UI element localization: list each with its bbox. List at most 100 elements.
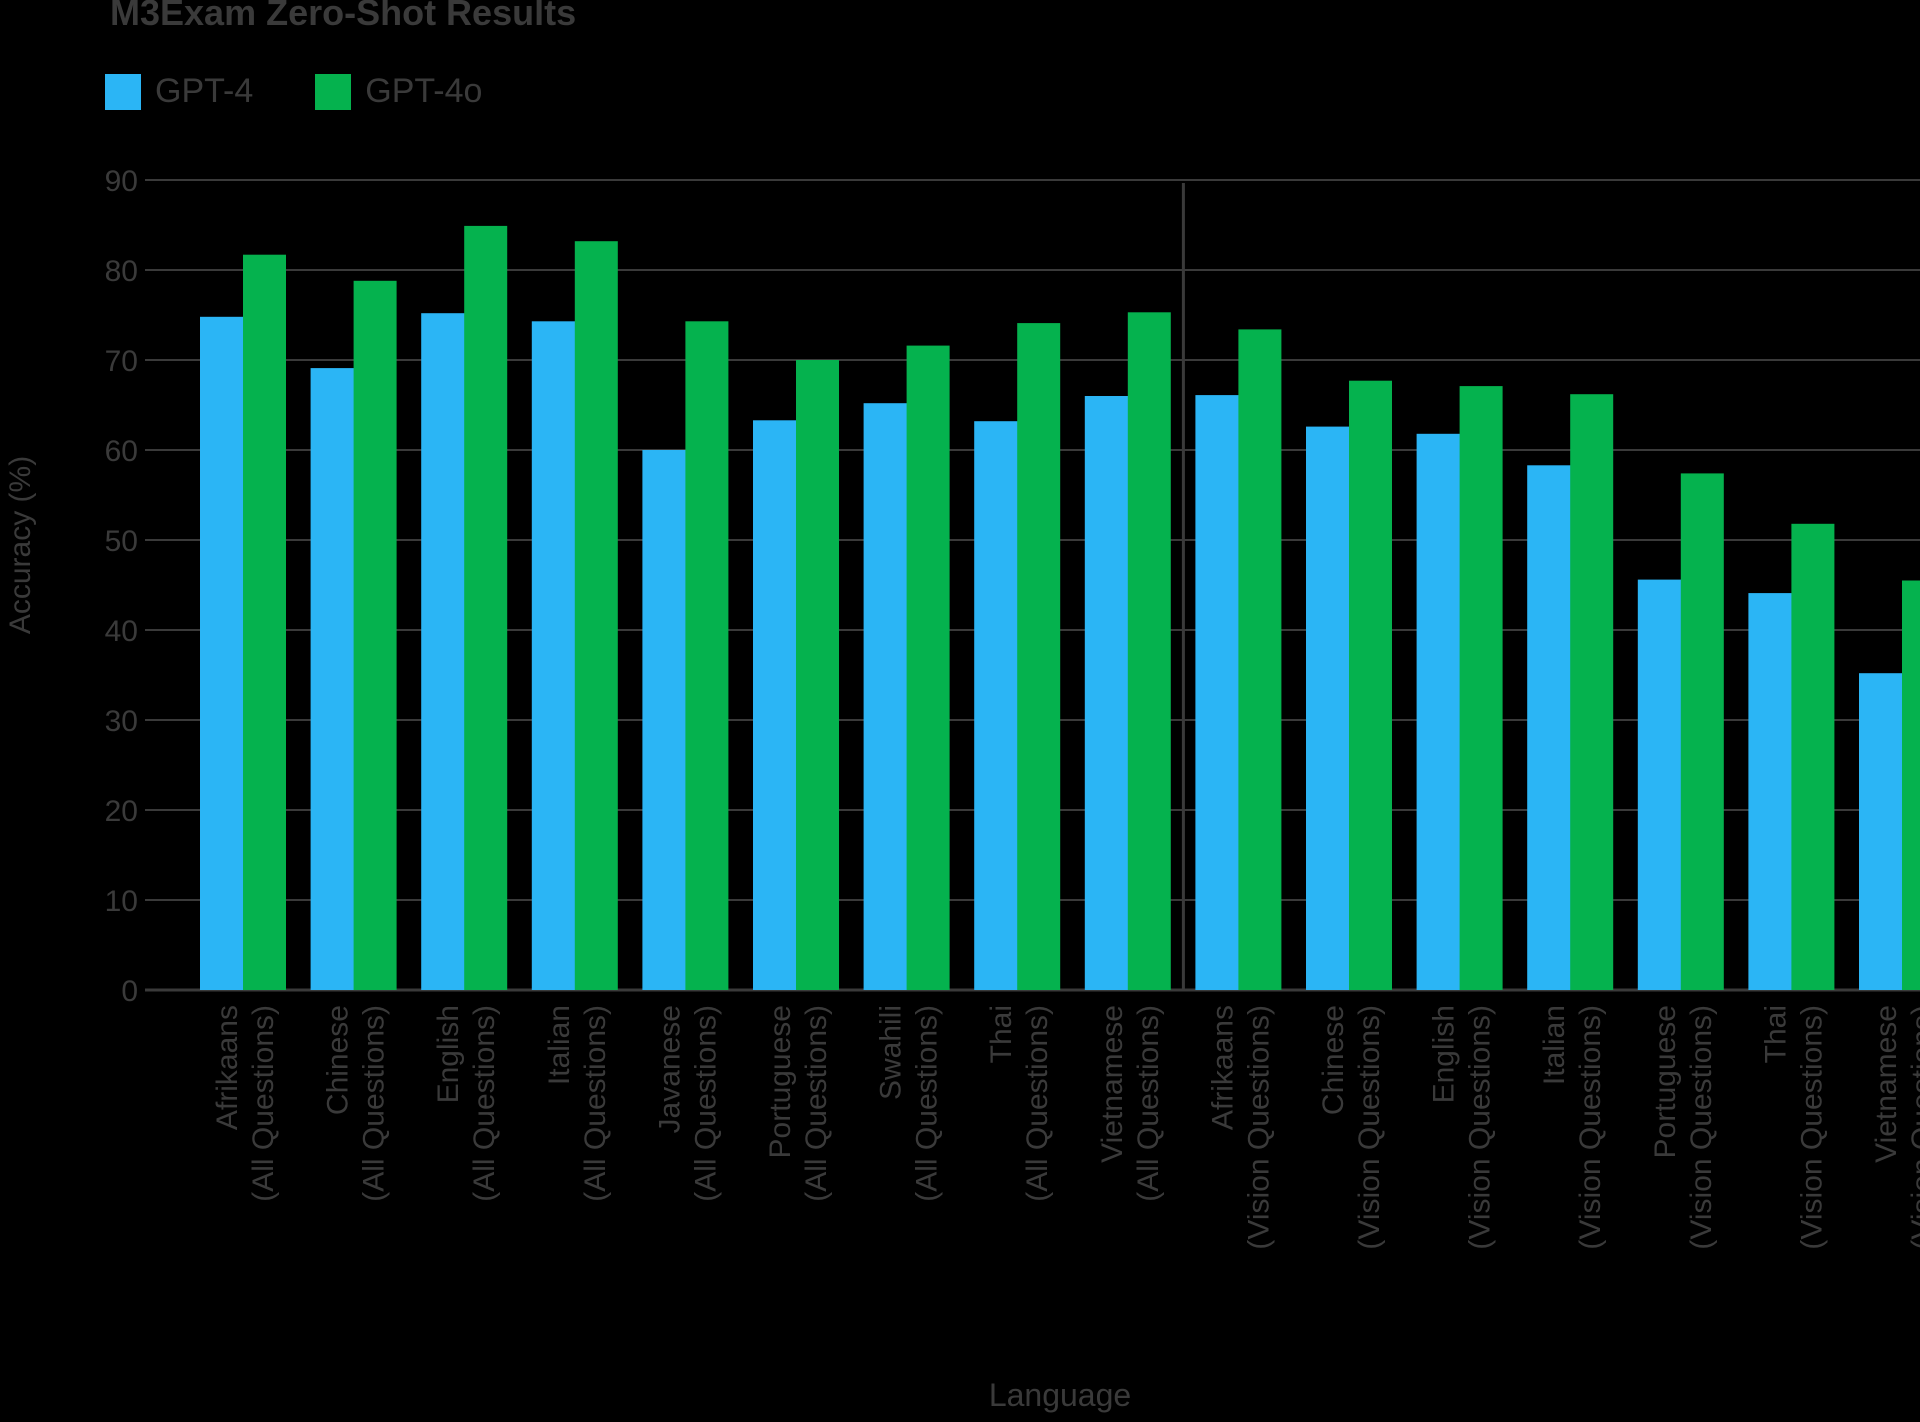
y-tick-label: 20 (105, 795, 138, 828)
bar-gpt4o-2 (464, 225, 508, 990)
x-tick-label-line2: (All Questions) (579, 1005, 612, 1202)
x-tick-label-line1: Italian (1538, 1005, 1571, 1085)
x-tick-label: Thai (Vision Questions) (1759, 1005, 1828, 1250)
x-tick-label: Portuguese (Vision Questions) (1649, 1005, 1718, 1250)
x-tick-label-line1: Portuguese (764, 1005, 797, 1158)
y-axis-label: Accuracy (%) (4, 456, 37, 634)
legend-label-gpt4: GPT-4 (155, 72, 254, 110)
axis-layer: 0 10 20 30 40 50 60 70 80 90 Accuracy (%) Language (4, 165, 1185, 1413)
x-tick-label-line2: (Vision Questions) (1574, 1005, 1607, 1250)
bar-gpt4o-6 (906, 345, 950, 991)
bar-gpt4-9 (1195, 395, 1241, 991)
x-tick-label-line1: Chinese (322, 1005, 355, 1115)
y-tick-label: 10 (105, 885, 138, 918)
x-tick-label-line1: Thai (1759, 1005, 1792, 1063)
y-tick-label: 50 (105, 525, 138, 558)
x-tick-label-line1: English (432, 1005, 465, 1103)
x-tick-label-line2: (Vision Questions) (1685, 1005, 1718, 1250)
x-tick-label-line2: (Vision Questions) (1242, 1005, 1275, 1250)
x-tick-label: Afrikaans (All Questions) (211, 1005, 280, 1202)
bar-gpt4o-3 (574, 241, 618, 990)
bar-gpt4-14 (1748, 593, 1794, 990)
legend-label-gpt4o: GPT-4o (365, 72, 483, 110)
x-tick-label: English (All Questions) (432, 1005, 501, 1202)
x-tick-label: Swahili (All Questions) (875, 1005, 944, 1202)
legend-swatch-gpt4 (105, 73, 141, 110)
legend: GPT-4 GPT-4o (105, 72, 544, 111)
x-tick-label-line1: Chinese (1317, 1005, 1350, 1115)
bar-gpt4o-9 (1238, 329, 1282, 990)
x-tick-label: Italian (Vision Questions) (1538, 1005, 1607, 1250)
x-tick-label: Portuguese (All Questions) (764, 1005, 833, 1202)
y-tick-label: 30 (105, 705, 138, 738)
bar-gpt4-7 (974, 421, 1020, 990)
bar-gpt4o-14 (1791, 523, 1835, 990)
x-tick-label-line1: English (1428, 1005, 1461, 1103)
legend-item-gpt4o[interactable]: GPT-4o (315, 72, 482, 111)
x-tick-label-line1: Afrikaans (1206, 1005, 1239, 1130)
bar-gpt4-11 (1416, 433, 1462, 990)
chart-title: M3Exam Zero-Shot Results (110, 0, 577, 33)
x-tick-label-line2: (All Questions) (911, 1005, 944, 1202)
legend-swatch-gpt4o (315, 73, 352, 110)
bar-gpt4-4 (642, 450, 688, 990)
bar-gpt4-5 (753, 420, 798, 990)
bar-gpt4-12 (1527, 465, 1573, 990)
bar-gpt4o-12 (1570, 394, 1614, 990)
x-tick-label: Javanese (All Questions) (653, 1005, 722, 1202)
bar-gpt4-13 (1637, 579, 1683, 990)
x-tick-label: Chinese (All Questions) (322, 1005, 391, 1202)
x-tick-label-line2: (All Questions) (468, 1005, 501, 1202)
y-tick-label: 0 (121, 975, 138, 1008)
y-tick-label: 90 (105, 165, 138, 198)
bar-gpt4o-13 (1680, 473, 1724, 990)
x-tick-label-line1: Swahili (875, 1005, 908, 1100)
y-tick-label: 40 (105, 615, 138, 648)
x-tick-label: Vietnamese (All Questions) (1096, 1005, 1165, 1202)
bar-gpt4o-1 (353, 280, 397, 990)
bar-gpt4o-0 (243, 254, 286, 990)
bar-gpt4-10 (1306, 426, 1351, 991)
x-tick-label-line2: (All Questions) (689, 1005, 722, 1202)
y-tick-label: 80 (105, 255, 138, 288)
x-tick-label-line2: (Vision Questions) (1353, 1005, 1386, 1250)
bar-gpt4-3 (531, 321, 577, 990)
x-tick-label: Thai (All Questions) (985, 1005, 1054, 1202)
x-tick-label-line1: Afrikaans (211, 1005, 244, 1130)
bar-gpt4o-4 (685, 321, 729, 990)
y-tick-label: 70 (105, 345, 138, 378)
bar-gpt4o-11 (1459, 386, 1503, 991)
labels-layer: Afrikaans (All Questions) Chinese (All Ques… (211, 1005, 1920, 1250)
x-tick-label-line2: (Vision Questions) (1464, 1005, 1497, 1250)
x-tick-label-line2: (All Questions) (800, 1005, 833, 1202)
x-tick-label: Italian (All Questions) (543, 1005, 612, 1202)
x-tick-label: English (Vision Questions) (1428, 1005, 1497, 1250)
bar-gpt4o-15 (1902, 580, 1920, 990)
bar-gpt4-8 (1084, 396, 1130, 990)
x-axis-label: Language (989, 1377, 1131, 1413)
bar-gpt4-1 (310, 368, 356, 991)
x-tick-label: Chinese (Vision Questions) (1317, 1005, 1386, 1250)
y-tick-label: 60 (105, 435, 138, 468)
legend-item-gpt4[interactable]: GPT-4 (105, 72, 253, 111)
bar-gpt4-0 (200, 316, 245, 990)
bar-gpt4o-10 (1349, 380, 1392, 990)
x-tick-label-line2: (All Questions) (358, 1005, 391, 1202)
x-tick-label-line1: Thai (985, 1005, 1018, 1063)
x-tick-label-line1: Vietnamese (1870, 1005, 1903, 1163)
x-tick-label-line1: Italian (543, 1005, 576, 1085)
bar-gpt4o-5 (796, 360, 839, 990)
bar-gpt4o-8 (1127, 312, 1171, 990)
x-tick-label-line1: Vietnamese (1096, 1005, 1129, 1163)
x-tick-label-line2: (All Questions) (1021, 1005, 1054, 1202)
x-tick-label-line1: Javanese (653, 1005, 686, 1133)
x-tick-label-line2: (Vision Questions) (1795, 1005, 1828, 1250)
x-tick-label: Vietnamese(Vision Questions) (1870, 1005, 1920, 1250)
bar-gpt4-6 (863, 403, 909, 990)
x-tick-label-line2: (All Questions) (1132, 1005, 1165, 1202)
bar-gpt4o-7 (1017, 323, 1061, 991)
bar-gpt4-15 (1859, 673, 1904, 990)
bars-layer (200, 225, 1920, 991)
